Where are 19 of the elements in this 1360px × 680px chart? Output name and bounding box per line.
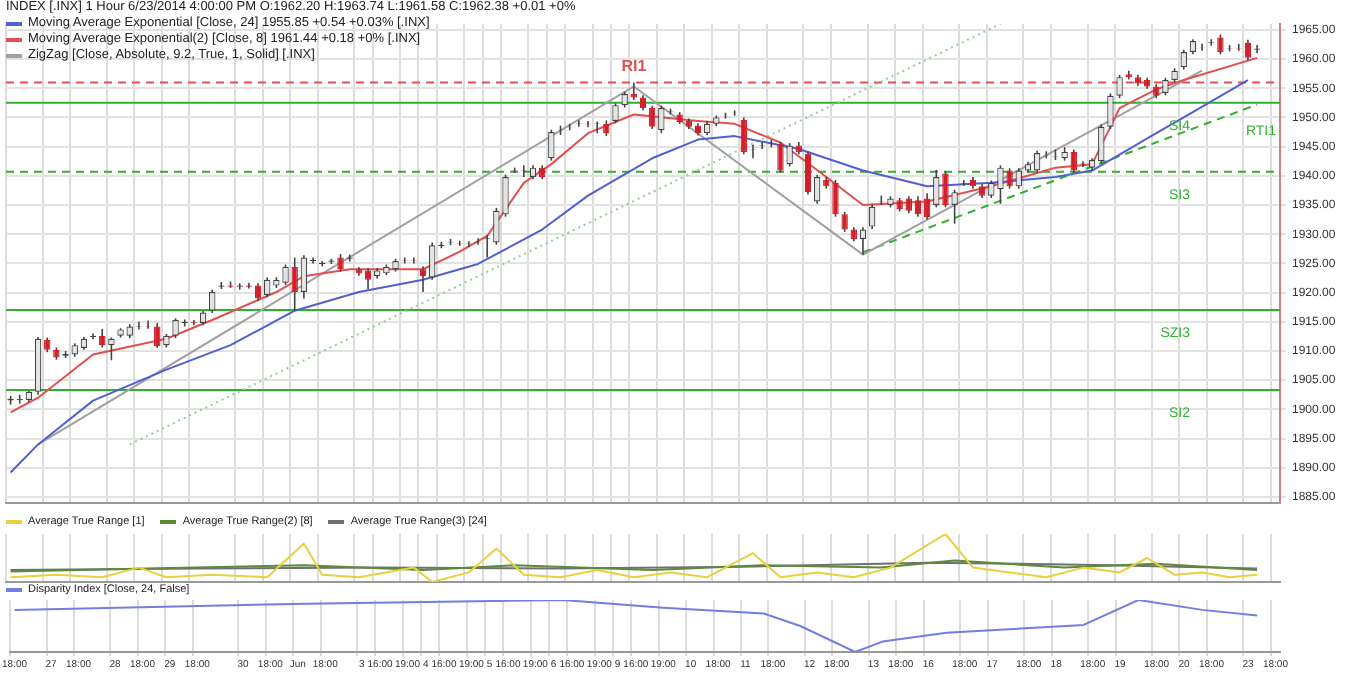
candlestick (832, 179, 839, 218)
candlestick (777, 141, 784, 174)
candlestick (740, 116, 748, 156)
candlestick (99, 328, 106, 349)
candlestick (291, 256, 298, 312)
candlestick (364, 267, 372, 290)
candlestick (942, 170, 949, 209)
candlestick (914, 195, 922, 218)
candlestick (1006, 167, 1013, 190)
candlestick (923, 192, 931, 221)
candlestick (1070, 148, 1077, 174)
candlestick (804, 150, 812, 196)
candlestick (630, 81, 638, 101)
candlestick (154, 322, 161, 349)
candlestick (1217, 33, 1224, 56)
candlestick (1244, 38, 1252, 61)
candlestick (648, 104, 656, 130)
ref-line-label: RI1 (621, 56, 648, 75)
candlestick (841, 211, 848, 233)
